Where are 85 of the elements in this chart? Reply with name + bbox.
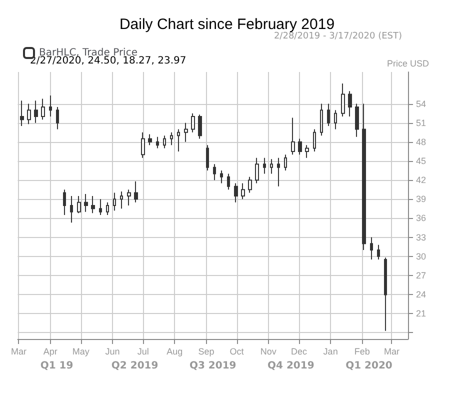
candlestick: [234, 182, 238, 203]
text: Q1 2020: [346, 360, 392, 372]
text: Q2 2019: [111, 360, 158, 372]
y-tick-label: 21: [416, 308, 426, 319]
candlestick: [327, 103, 330, 127]
y-axis-title: Price USD: [386, 58, 430, 68]
candlestick: [270, 158, 273, 174]
candlestick: [20, 100, 24, 127]
x-tick-label: Jul: [137, 346, 149, 356]
x-tick-label: Feb: [354, 346, 370, 356]
candlestick: [305, 144, 309, 158]
y-tick-label: 51: [416, 118, 426, 128]
candlestick: [220, 170, 223, 184]
x-tick-label: Aug: [166, 346, 183, 356]
candlestick: [120, 191, 123, 210]
candlestick: [148, 134, 152, 146]
y-tick-label: 45: [416, 156, 426, 166]
candlestick: [248, 176, 252, 194]
candlestick: [156, 136, 159, 149]
text: 2/28/2019 - 3/17/2020 (EST): [274, 32, 402, 42]
candlestick: [277, 157, 280, 187]
chart-title: Daily Chart since February 2019: [119, 16, 335, 33]
y-tick-label: 36: [416, 213, 426, 224]
text: Q4 2019: [268, 360, 314, 372]
y-tick-label: 42: [416, 175, 426, 186]
candlestick: [198, 114, 202, 140]
candlestick: [255, 157, 259, 184]
y-tick-label: 30: [416, 251, 426, 262]
candlestick: [348, 90, 352, 117]
candlestick: [206, 144, 209, 172]
candlestick: [41, 98, 45, 120]
candlestick: [184, 122, 188, 142]
candlestick: [284, 154, 287, 172]
candlestick: [334, 110, 337, 130]
y-tick-label: 39: [416, 194, 426, 204]
candlestick: [106, 202, 109, 216]
text: 2/27/2020, 24.50, 18.27, 23.97: [30, 56, 186, 66]
candlestick: [384, 257, 387, 332]
candlestick: [49, 95, 52, 117]
x-tick-label: Jun: [105, 346, 120, 356]
candlestick: [170, 132, 173, 146]
candlestick: [134, 180, 138, 203]
candlestick: [34, 100, 38, 124]
candlestick: [56, 106, 59, 130]
candlestick: [177, 128, 180, 152]
candlestick: [84, 194, 88, 212]
candlestick: [63, 189, 66, 216]
x-tick-label: Apr: [43, 346, 58, 356]
candlestick: [191, 112, 195, 133]
candlestick: [320, 103, 323, 136]
y-tick-label: 54: [416, 98, 426, 109]
candlestick: [313, 128, 316, 152]
candlestick: [77, 195, 81, 214]
text: Q1 19: [40, 360, 74, 372]
candlestick: [227, 173, 230, 190]
x-tick-label: Oct: [230, 346, 244, 356]
text: Q3 2019: [189, 360, 236, 372]
candlestick: [263, 157, 266, 174]
candlestick: [298, 138, 302, 156]
x-tick-label: Mar: [11, 346, 26, 356]
candlestick: [241, 182, 245, 200]
candlestick: [27, 103, 31, 125]
candlestick: [70, 195, 73, 224]
candlestick: [141, 132, 145, 158]
candlestick: [163, 135, 166, 149]
candlestick: [127, 189, 131, 206]
candlestick: [291, 117, 295, 156]
x-tick-label: Nov: [260, 346, 277, 356]
candlestick: [370, 236, 373, 260]
candlestick: [91, 195, 95, 214]
y-tick-label: 48: [416, 136, 426, 147]
x-tick-label: Mar: [384, 346, 400, 356]
y-tick-label: 33: [416, 232, 426, 242]
candlestick: [113, 192, 116, 212]
candlestick: [99, 198, 102, 216]
x-tick-label: Dec: [290, 346, 308, 356]
candlestick: [341, 82, 345, 117]
x-tick-label: May: [72, 346, 90, 356]
candlestick: [377, 244, 380, 260]
y-tick-label: 24: [416, 290, 426, 300]
candlestick: [355, 103, 359, 138]
candlestick: [213, 164, 216, 181]
y-tick-label: 27: [416, 270, 426, 280]
x-tick-label: Sep: [198, 346, 214, 356]
x-tick-label: Jan: [323, 346, 338, 356]
